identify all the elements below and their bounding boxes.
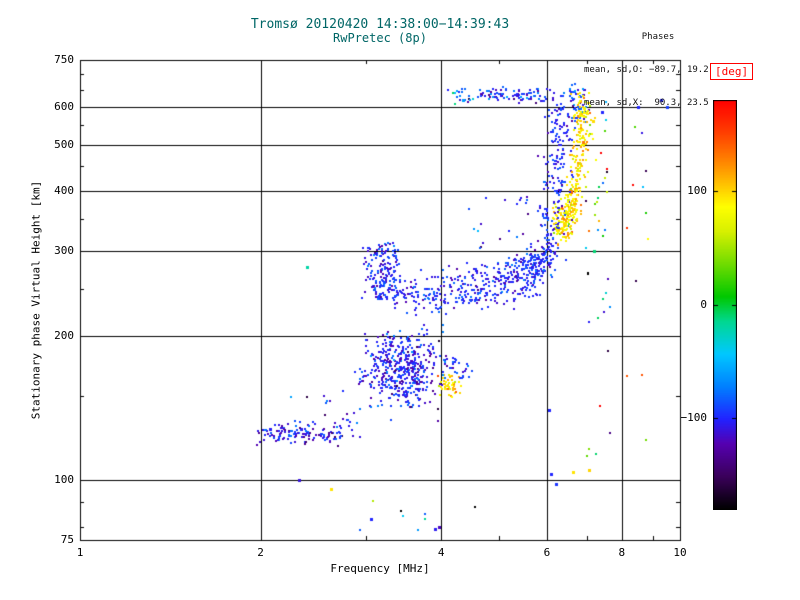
phases-annotation: Phases mean, sd,O: −89.7, 19.2 mean, sd,… [584,10,732,131]
colorbar-tick-label: 100 [687,183,707,197]
x-tick-label: 4 [437,546,445,559]
colorbar-unit-label: [deg] [710,63,754,80]
x-tick-label: 1 [76,546,84,559]
phases-x-line: mean, sd,X: 90.3, 23.5 [584,98,709,108]
x-tick-label: 6 [543,546,551,559]
y-tick-label: 600 [54,99,74,113]
phases-header: Phases [641,32,675,42]
colorbar-gradient [713,100,737,510]
x-axis-label: Frequency [MHz] [330,562,430,575]
y-tick-label: 100 [54,473,74,487]
colorbar-tick-label: 0 [700,297,707,311]
y-tick-label: 300 [54,244,74,257]
y-axis-label: Stationary phase Virtual Height [km] [29,180,43,420]
x-tick-label: 2 [257,546,264,559]
chart-subtitle: RwPretec (8p) [333,31,427,45]
phases-o-line: mean, sd,O: −89.7, 19.2 [584,65,709,75]
y-tick-label: 500 [54,137,74,151]
chart-title: Tromsø 20120420 14:38:00−14:39:43 [250,17,510,32]
y-tick-label: 750 [54,53,74,66]
y-tick-label: 200 [54,328,74,342]
x-tick-label: 8 [618,546,626,559]
colorbar-tick-label: −100 [680,411,708,425]
y-tick-label: 75 [60,533,74,546]
y-tick-label: 400 [54,184,74,198]
x-tick-label: 10 [673,546,687,559]
